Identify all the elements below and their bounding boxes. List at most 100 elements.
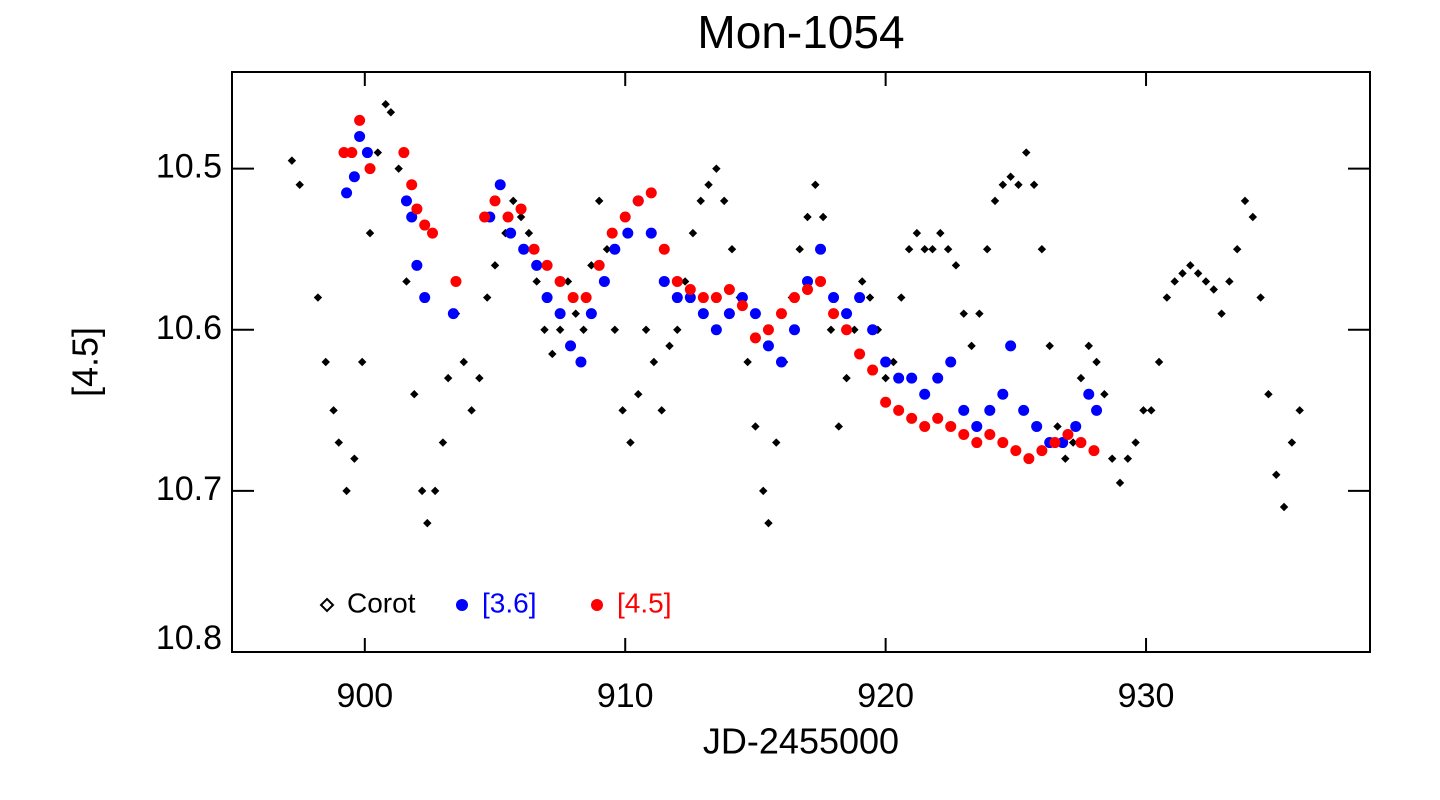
photometry-point: [502, 211, 514, 223]
corot-point: [811, 180, 820, 189]
photometry-point: [802, 284, 814, 295]
corot-point: [1131, 438, 1140, 447]
corot-point: [818, 212, 828, 222]
corot-point: [951, 261, 961, 270]
y-axis-label: [4.5]: [65, 327, 106, 397]
photometry-point: [867, 364, 879, 376]
photometry-point: [971, 437, 983, 449]
photometry-point: [645, 187, 657, 199]
photometry-point: [658, 243, 670, 255]
photometry-point: [411, 203, 423, 215]
corot-point: [904, 245, 914, 254]
photometry-point: [723, 284, 735, 295]
corot-point: [394, 164, 403, 173]
corot-point: [641, 325, 651, 334]
corot-point: [857, 277, 867, 286]
corot-point: [482, 293, 492, 302]
photometry-point: [906, 372, 918, 384]
corot-point: [1193, 269, 1203, 278]
corot-point: [509, 196, 518, 206]
photometry-point: [1083, 388, 1095, 400]
photometry-point: [945, 356, 957, 368]
x-tick-label: 900: [336, 677, 393, 715]
corot-point: [1256, 293, 1265, 302]
corot-point: [381, 100, 390, 109]
legend-label: [4.5]: [617, 587, 671, 618]
corot-point: [1029, 180, 1039, 189]
photometry-point: [354, 114, 366, 126]
corot-point: [842, 373, 851, 383]
photometry-point: [671, 292, 683, 304]
corot-point: [1178, 269, 1187, 278]
corot-point: [365, 228, 375, 238]
corot-point: [618, 406, 627, 415]
corot-point: [1170, 277, 1179, 286]
photometry-point: [775, 308, 787, 320]
corot-point: [1061, 454, 1070, 463]
corot-point: [1225, 277, 1234, 286]
photometry-point: [802, 275, 814, 287]
corot-point: [920, 245, 929, 254]
photometry-point: [419, 292, 431, 304]
photometry-point: [622, 227, 634, 239]
photometry-point: [736, 300, 748, 312]
photometry-point: [479, 211, 491, 223]
corot-point: [1084, 341, 1093, 351]
y-tick-label: 10.8: [156, 619, 222, 657]
corot-point: [357, 357, 367, 367]
corot-point: [1139, 406, 1148, 415]
photometry-point: [619, 211, 631, 223]
photometry-point: [1091, 404, 1103, 416]
corot-point: [1264, 390, 1273, 399]
corot-point: [1045, 341, 1054, 351]
corot-point: [889, 357, 898, 367]
photometry-point: [1062, 429, 1074, 440]
photometry-point: [1057, 437, 1069, 449]
photometry-point: [684, 292, 696, 304]
photometry-point: [658, 275, 670, 287]
photometry-point: [775, 356, 787, 368]
corot-point: [1022, 148, 1031, 157]
corot-point: [865, 293, 875, 302]
plot-frame: [231, 71, 1371, 653]
photometry-point: [828, 308, 840, 320]
corot-point: [1217, 309, 1226, 318]
photometry-point: [749, 332, 761, 344]
corot-point: [1209, 285, 1218, 294]
photometry-point: [346, 147, 358, 159]
photometry-point: [880, 396, 892, 408]
corot-point: [998, 180, 1008, 189]
photometry-point: [541, 259, 553, 271]
corot-point: [673, 325, 682, 334]
photometry-point: [749, 308, 761, 320]
photometry-point: [406, 179, 418, 191]
photometry-point: [997, 437, 1009, 449]
photometry-point: [427, 227, 439, 239]
photometry-point: [736, 292, 748, 304]
corot-point: [587, 261, 596, 270]
photometry-point: [585, 308, 597, 320]
corot-point: [1287, 438, 1297, 447]
corot-point: [321, 357, 330, 367]
corot-point: [1295, 406, 1304, 415]
corot-point: [430, 486, 440, 496]
corot-point: [850, 325, 859, 334]
photometry-point: [528, 243, 540, 255]
corot-point: [579, 325, 588, 334]
photometry-point: [411, 259, 423, 271]
photometry-point: [788, 292, 800, 304]
photometry-point: [997, 388, 1009, 400]
corot-point: [626, 438, 635, 447]
corot-point: [350, 454, 359, 463]
photometry-point: [788, 324, 800, 336]
corot-point: [1053, 422, 1062, 431]
photometry-point: [518, 243, 530, 255]
x-tick-label: 910: [597, 677, 654, 715]
photometry-point: [893, 404, 905, 416]
corot-point: [1154, 357, 1164, 367]
corot-point: [540, 325, 549, 334]
photometry-point: [1023, 453, 1035, 465]
corot-point: [443, 373, 453, 383]
photometry-point: [554, 275, 566, 287]
legend-marker: [456, 599, 468, 611]
